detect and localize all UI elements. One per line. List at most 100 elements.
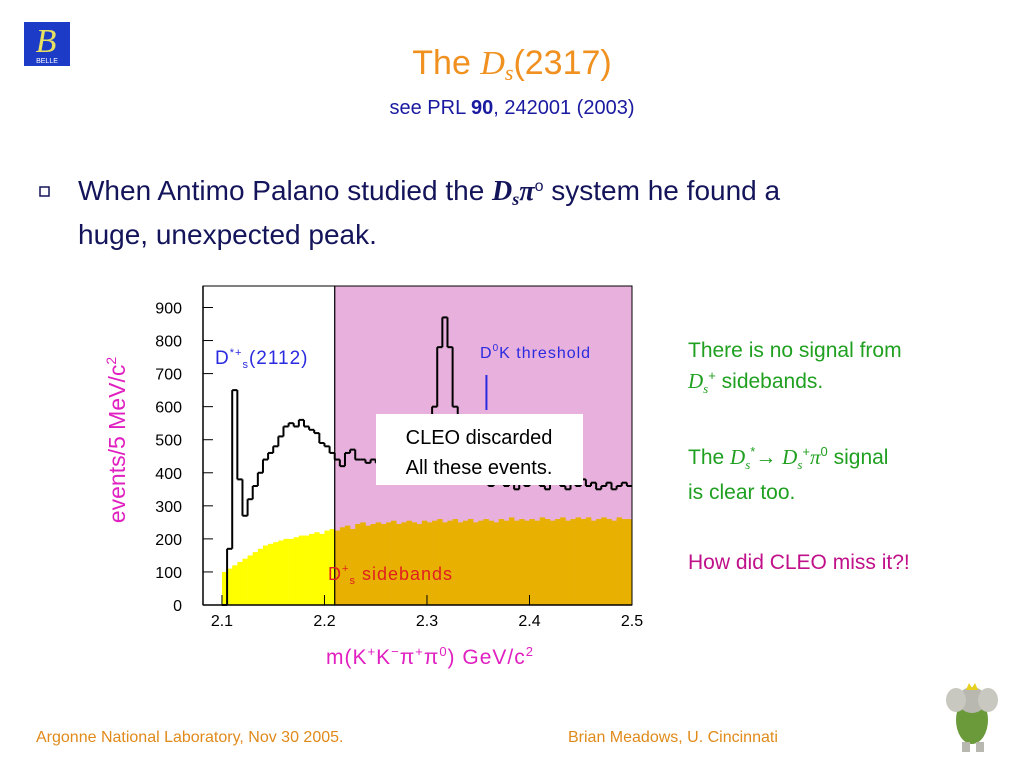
sideband-bar: [570, 519, 576, 605]
sideband-bar: [262, 545, 269, 605]
note: is clear too.: [688, 481, 795, 504]
y-tick-label: 500: [155, 433, 182, 450]
x-axis-label-part: +: [368, 644, 377, 659]
sideband-bar: [580, 519, 587, 605]
bullet-text: huge, unexpected peak.: [78, 219, 377, 250]
y-tick-label: 800: [155, 334, 182, 351]
sideband-bar: [283, 538, 289, 605]
sideband-bar: [334, 530, 341, 605]
sideband-bar: [344, 525, 351, 605]
sideband-bar: [227, 568, 233, 605]
logo-name: BELLE: [36, 58, 58, 65]
sideband-bar: [498, 519, 505, 605]
annotation-text: CLEO discarded: [406, 427, 553, 449]
sideband-bar: [273, 542, 279, 605]
y-axis-label-part: events/5 MeV/c: [104, 365, 130, 524]
sideband-bar: [611, 520, 617, 605]
sideband-bar: [247, 555, 254, 605]
sideband-label: D+s sidebands: [328, 563, 453, 587]
sideband-bar: [288, 538, 295, 605]
x-tick-label: 2.3: [416, 613, 438, 630]
logo-box: [24, 22, 70, 66]
sideband-bar: [524, 520, 530, 605]
sideband-bar: [406, 520, 412, 605]
note: Ds+ sidebands.: [687, 368, 823, 396]
footer-left: Argonne National Laboratory, Nov 30 2005…: [36, 729, 343, 746]
bullet-icon: [39, 186, 50, 197]
sideband-bar: [626, 519, 633, 605]
sideband-bar: [257, 548, 264, 605]
sideband-bar: [493, 522, 500, 605]
y-tick-label: 400: [155, 466, 182, 483]
sideband-bar: [380, 524, 387, 605]
sideband-bar: [473, 522, 479, 605]
sideband-bar: [303, 535, 310, 605]
sideband-bar: [298, 535, 305, 605]
sideband-bar: [514, 520, 520, 605]
sideband-bar: [488, 520, 494, 605]
sideband-bar: [585, 517, 592, 605]
sideband-bar: [544, 519, 551, 605]
sideband-bar: [314, 532, 320, 605]
sideband-bar: [426, 522, 433, 605]
sideband-bar: [539, 517, 546, 605]
sideband-bar: [221, 571, 228, 605]
sideband-bar: [601, 517, 607, 605]
y-tick-label: 700: [155, 367, 182, 384]
y-axis-label-part: 2: [103, 357, 119, 365]
sideband-bar: [549, 520, 556, 605]
x-axis-label: m(K+K−π+π0) GeV/c2: [326, 644, 534, 669]
sideband-label-part: sidebands: [356, 564, 453, 584]
sideband-bar: [365, 525, 371, 605]
sideband-bar: [360, 522, 366, 605]
sideband-bar: [309, 533, 315, 605]
x-axis-label-part: π: [400, 646, 416, 669]
x-axis-label-part: +: [415, 644, 424, 659]
x-tick-label: 2.2: [313, 613, 335, 630]
sideband-bar: [416, 524, 423, 605]
sideband-bar: [503, 520, 510, 605]
note: The Ds*→ Ds+π0 signal: [688, 444, 888, 472]
peak-label-part: D: [215, 348, 230, 369]
sideband-bar: [596, 519, 602, 605]
sideband-bar: [391, 520, 397, 605]
sideband-bar: [452, 519, 459, 605]
sideband-bar: [421, 520, 428, 605]
sideband-bar: [268, 543, 274, 605]
sideband-bar: [483, 519, 489, 605]
peak-label-part: *+: [230, 347, 243, 359]
sideband-bar: [432, 520, 438, 605]
x-axis-label-part: m(K: [326, 646, 368, 669]
threshold-label: D0K threshold: [480, 343, 591, 362]
sideband-bar: [232, 565, 238, 605]
sideband-bar: [534, 520, 541, 605]
subtitle: see PRL 90, 242001 (2003): [389, 97, 634, 119]
threshold-label-part: 0: [493, 343, 500, 354]
sideband-label-part: +: [342, 563, 349, 575]
sideband-bar: [319, 533, 325, 605]
peak-label-part: s: [242, 359, 249, 371]
sideband-bar: [616, 517, 623, 605]
sideband-bar: [565, 520, 571, 605]
title: The Ds(2317): [412, 44, 611, 85]
footer-right: Brian Meadows, U. Cincinnati: [568, 729, 778, 746]
note: There is no signal from: [688, 339, 902, 362]
sideband-bar: [508, 517, 515, 605]
sideband-bar: [252, 552, 259, 605]
sideband-bar: [324, 530, 330, 605]
sideband-bar: [555, 519, 561, 605]
y-tick-label: 0: [173, 598, 182, 615]
sideband-bar: [375, 522, 382, 605]
sideband-label-part: D: [328, 564, 342, 584]
peak-label-part: (2112): [249, 348, 309, 369]
x-tick-label: 2.5: [621, 613, 643, 630]
y-tick-label: 200: [155, 532, 182, 549]
sideband-bar: [467, 519, 474, 605]
sideband-bar: [293, 537, 300, 605]
y-axis-label: events/5 MeV/c2: [103, 357, 130, 524]
sideband-bar: [355, 524, 361, 605]
sideband-bar: [370, 524, 377, 605]
sideband-bar: [329, 528, 336, 605]
sideband-bar: [385, 522, 392, 605]
